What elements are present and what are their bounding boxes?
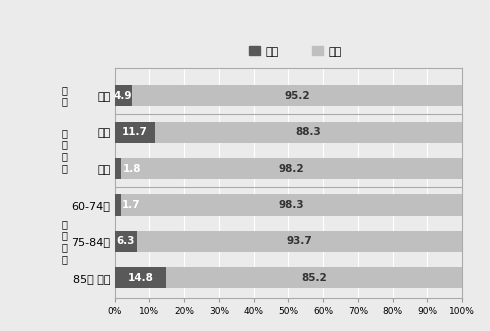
Text: 6.3: 6.3 xyxy=(116,236,135,247)
Bar xyxy=(115,267,166,289)
Bar xyxy=(121,158,462,179)
Bar xyxy=(166,267,462,289)
Text: 4.9: 4.9 xyxy=(114,91,132,101)
Bar xyxy=(115,121,155,143)
Bar xyxy=(121,194,462,215)
Bar xyxy=(115,231,137,252)
Text: 14.8: 14.8 xyxy=(127,273,153,283)
Text: 전
체: 전 체 xyxy=(61,85,67,107)
Text: 98.3: 98.3 xyxy=(278,200,304,210)
Text: 95.2: 95.2 xyxy=(284,91,310,101)
Text: 11.7: 11.7 xyxy=(122,127,148,137)
Bar xyxy=(115,85,132,106)
Text: 88.3: 88.3 xyxy=(296,127,321,137)
Text: 98.2: 98.2 xyxy=(279,164,304,173)
Text: 성
별
구
분: 성 별 구 분 xyxy=(61,128,67,173)
Text: 1.7: 1.7 xyxy=(122,200,141,210)
Text: 93.7: 93.7 xyxy=(287,236,312,247)
Bar xyxy=(115,194,121,215)
Bar xyxy=(115,158,121,179)
Bar xyxy=(155,121,462,143)
Bar xyxy=(132,85,463,106)
Text: 85.2: 85.2 xyxy=(301,273,327,283)
Text: 1.8: 1.8 xyxy=(122,164,141,173)
Text: 연
령
구
분: 연 령 구 분 xyxy=(61,219,67,264)
Bar xyxy=(137,231,462,252)
Legend: 있음, 없음: 있음, 없음 xyxy=(245,42,346,61)
